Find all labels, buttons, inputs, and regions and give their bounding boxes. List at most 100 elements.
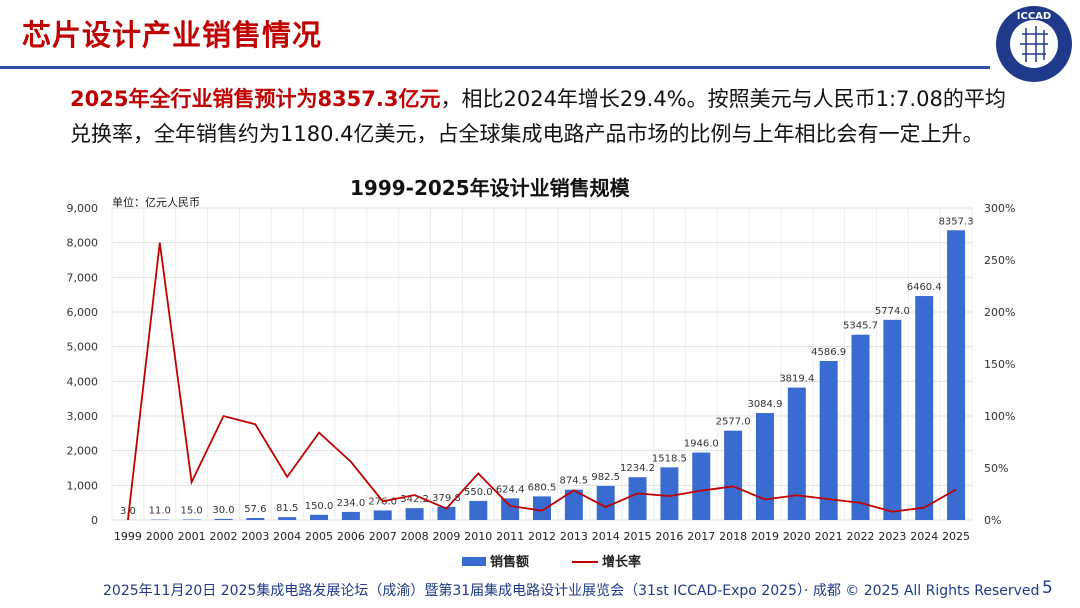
x-tick-label: 2003 — [241, 530, 269, 543]
x-tick-label: 2005 — [305, 530, 333, 543]
left-tick-label: 8,000 — [67, 237, 99, 250]
data-label: 3084.9 — [747, 399, 782, 410]
x-tick-label: 2021 — [815, 530, 843, 543]
left-tick-label: 7,000 — [67, 271, 99, 284]
data-label: 57.6 — [244, 504, 266, 515]
x-tick-label: 2006 — [337, 530, 365, 543]
data-label: 81.5 — [276, 503, 298, 514]
intro-paragraph: 2025年全行业销售预计为8357.3亿元，相比2024年增长29.4%。按照美… — [70, 82, 1020, 152]
x-tick-label: 2009 — [432, 530, 460, 543]
x-tick-label: 2015 — [624, 530, 652, 543]
left-tick-label: 4,000 — [67, 375, 99, 388]
bar-2009 — [437, 506, 456, 520]
x-tick-label: 2000 — [146, 530, 174, 543]
x-tick-label: 2023 — [878, 530, 906, 543]
left-tick-label: 0 — [91, 514, 98, 527]
data-label: 550.0 — [464, 487, 493, 498]
x-tick-label: 2013 — [560, 530, 588, 543]
data-label: 3.0 — [120, 506, 136, 517]
title-divider — [0, 66, 990, 69]
bar-2023 — [883, 319, 902, 520]
bar-2006 — [341, 511, 360, 520]
data-label: 11.0 — [149, 506, 171, 517]
bar-2017 — [692, 452, 711, 520]
bar-2005 — [310, 514, 329, 520]
left-tick-label: 5,000 — [67, 341, 99, 354]
data-label: 234.0 — [337, 498, 366, 509]
intro-rest: ，相比2024年增长29.4%。按照美元与人民币1:7.08的平均兑换率，全年销… — [70, 87, 1006, 146]
intro-highlight: 2025年全行业销售预计为8357.3亿元 — [70, 87, 441, 111]
data-label: 15.0 — [180, 505, 202, 516]
legend-line-label: 增长率 — [602, 554, 641, 570]
bar-2024 — [915, 296, 934, 520]
growth-rate-line — [127, 242, 957, 521]
x-tick-label: 2008 — [401, 530, 429, 543]
bar-2002 — [214, 518, 233, 520]
x-tick-label: 1999 — [114, 530, 142, 543]
data-label: 379.8 — [432, 493, 461, 504]
unit-label: 单位：亿元人民币 — [112, 196, 200, 209]
x-tick-label: 2019 — [751, 530, 779, 543]
iccad-logo: ICCAD — [996, 6, 1072, 82]
data-label: 5774.0 — [875, 306, 910, 317]
data-label: 1234.2 — [620, 463, 655, 474]
right-tick-label: 100% — [984, 410, 1015, 423]
bar-2003 — [246, 518, 265, 520]
bar-2019 — [755, 413, 774, 520]
logo-text: ICCAD — [1017, 11, 1051, 22]
x-tick-label: 2017 — [687, 530, 715, 543]
data-label: 6460.4 — [907, 282, 942, 293]
x-tick-label: 2011 — [496, 530, 524, 543]
right-tick-label: 250% — [984, 254, 1015, 267]
data-label: 8357.3 — [939, 216, 974, 227]
data-label: 982.5 — [591, 472, 620, 483]
bar-2018 — [724, 430, 743, 520]
legend-bar-label: 销售额 — [490, 554, 529, 570]
bar-2001 — [182, 519, 201, 520]
x-tick-label: 2020 — [783, 530, 811, 543]
left-tick-label: 6,000 — [67, 306, 99, 319]
bar-2012 — [533, 496, 551, 520]
slide-title: 芯片设计产业销售情况 — [22, 18, 323, 52]
data-label: 624.4 — [496, 484, 525, 495]
x-tick-label: 2014 — [592, 530, 620, 543]
x-tick-label: 2010 — [464, 530, 492, 543]
right-tick-label: 150% — [984, 358, 1015, 371]
left-tick-label: 2,000 — [67, 445, 99, 458]
x-tick-label: 2022 — [847, 530, 875, 543]
data-label: 4586.9 — [811, 347, 846, 358]
bar-2020 — [787, 387, 806, 520]
bar-2011 — [501, 498, 520, 520]
data-label: 874.5 — [560, 476, 589, 487]
left-tick-label: 9,000 — [67, 202, 99, 215]
bar-2013 — [564, 489, 583, 520]
bar-2007 — [373, 510, 392, 520]
right-tick-label: 200% — [984, 306, 1015, 319]
x-tick-label: 2024 — [910, 530, 938, 543]
data-label: 30.0 — [212, 505, 234, 516]
x-tick-label: 2004 — [273, 530, 301, 543]
bar-2015 — [628, 477, 647, 520]
x-tick-label: 2016 — [655, 530, 683, 543]
bar-2021 — [819, 360, 838, 520]
x-tick-label: 2012 — [528, 530, 556, 543]
left-tick-label: 3,000 — [67, 410, 99, 423]
x-tick-label: 2001 — [178, 530, 206, 543]
data-label: 680.5 — [528, 482, 557, 493]
data-label: 150.0 — [305, 501, 334, 512]
x-tick-label: 2018 — [719, 530, 747, 543]
legend-bar-swatch — [462, 557, 486, 566]
bar-2022 — [851, 334, 870, 520]
left-tick-label: 1,000 — [67, 479, 99, 492]
bar-2014 — [596, 485, 615, 520]
page-number: 5 — [1042, 578, 1053, 598]
data-label: 5345.7 — [843, 321, 878, 332]
data-label: 2577.0 — [716, 417, 751, 428]
bar-2016 — [660, 467, 679, 520]
right-tick-label: 50% — [984, 462, 1008, 475]
right-tick-label: 0% — [984, 514, 1001, 527]
footer-text: 2025年11月20日 2025集成电路发展论坛（成渝）暨第31届集成电路设计业… — [103, 583, 1040, 599]
data-label: 1518.5 — [652, 453, 687, 464]
bar-2008 — [405, 508, 424, 520]
